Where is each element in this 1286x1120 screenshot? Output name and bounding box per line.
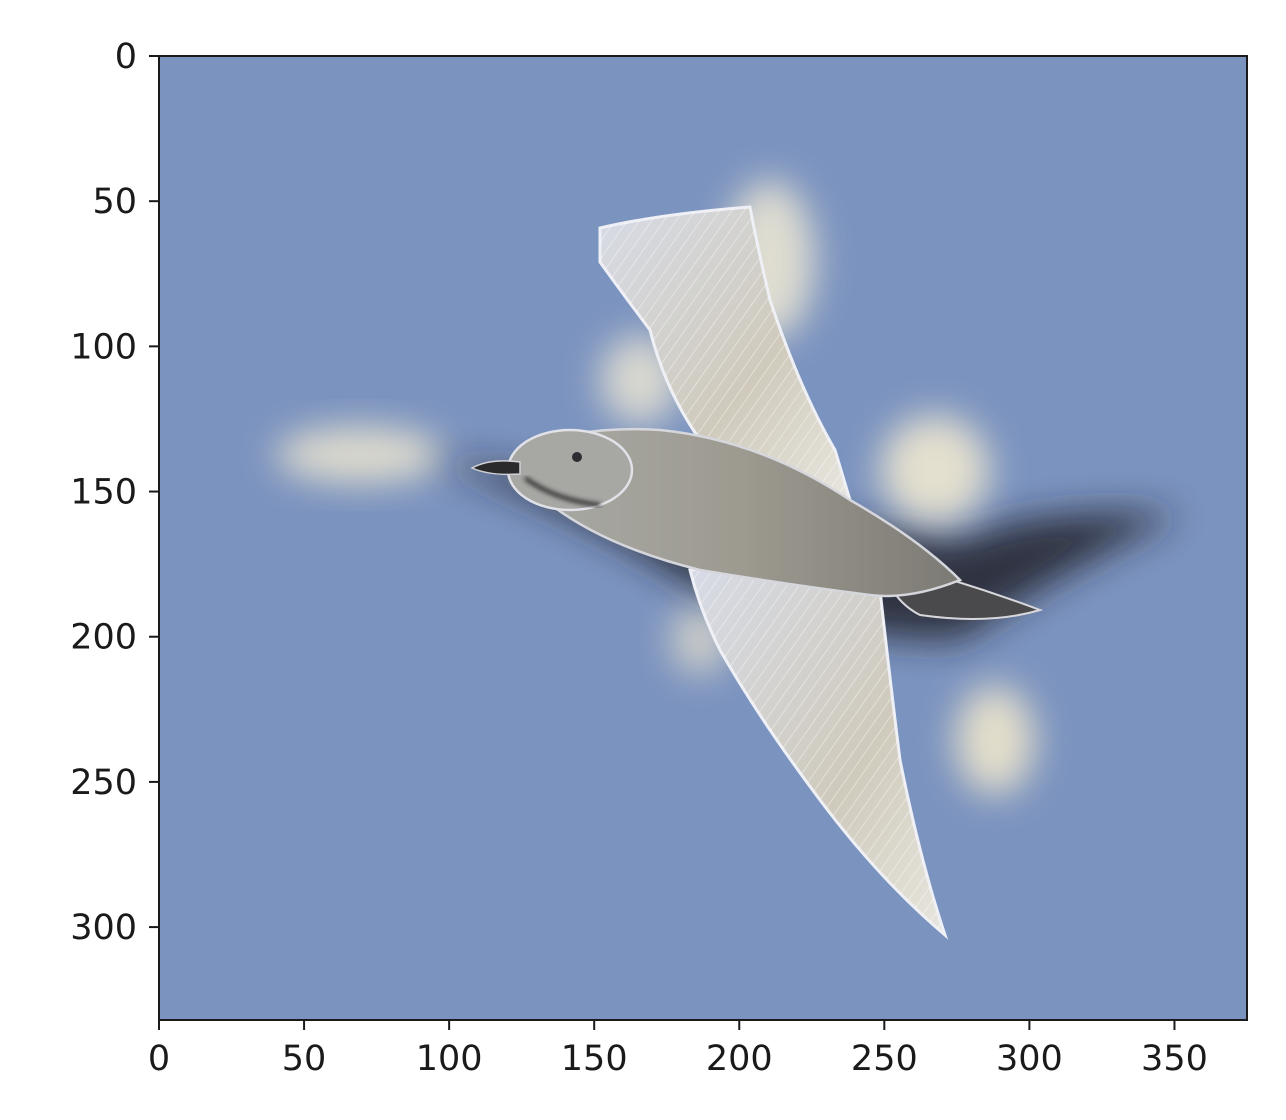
x-tick-label: 250 (851, 1039, 918, 1079)
axes-frame (158, 55, 1248, 1021)
y-tick-label: 300 (70, 908, 137, 948)
x-tick-label: 200 (706, 1039, 773, 1079)
y-tick-label: 0 (115, 37, 137, 77)
y-axis: 0 50 100 150 200 250 300 (70, 37, 159, 948)
beak (470, 460, 521, 476)
x-tick-label: 50 (282, 1039, 327, 1079)
y-tick-label: 250 (70, 763, 137, 803)
x-tick-label: 300 (996, 1039, 1063, 1079)
x-axis: 0 50 100 150 200 250 300 350 (148, 1020, 1208, 1079)
y-tick-label: 50 (92, 182, 137, 222)
y-tick-label: 100 (70, 327, 137, 367)
x-tick-label: 350 (1141, 1039, 1208, 1079)
seagull (470, 205, 1044, 940)
image-area (159, 56, 1247, 1020)
x-tick-label: 100 (416, 1039, 483, 1079)
eye (572, 452, 582, 462)
y-tick-label: 150 (70, 473, 137, 513)
x-tick-label: 0 (148, 1039, 170, 1079)
x-tick-label: 150 (561, 1039, 628, 1079)
y-tick-label: 200 (70, 618, 137, 658)
